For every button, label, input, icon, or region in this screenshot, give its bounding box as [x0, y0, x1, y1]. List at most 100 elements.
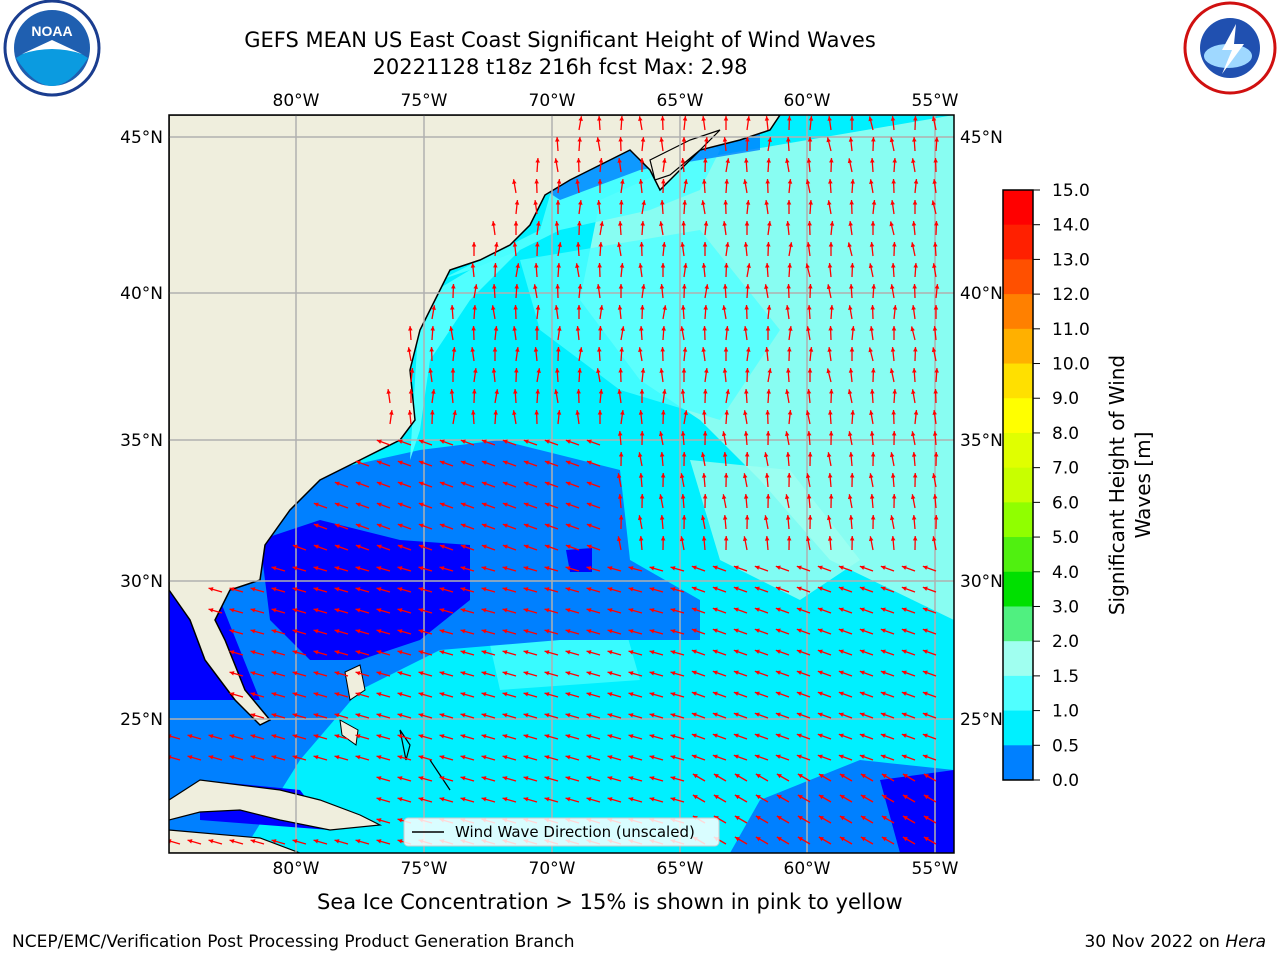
colorbar-tick-label: 9.0 [1052, 389, 1079, 409]
wind-arrow-head [641, 200, 646, 205]
wind-arrow-head [691, 628, 697, 633]
wind-arrow [169, 840, 181, 845]
wind-arrow-head [807, 452, 813, 457]
wind-arrow-head [660, 473, 666, 478]
wind-arrow-head [660, 536, 666, 541]
colorbar-segment [1003, 294, 1033, 330]
wind-arrow-head [494, 389, 499, 394]
lon-label-top: 55°W [912, 91, 959, 111]
wind-arrow-head [767, 221, 772, 226]
wind-arrow-head [891, 326, 897, 331]
wind-arrow-head [554, 158, 559, 163]
wind-arrow-head [292, 566, 298, 571]
wind-arrow-head [514, 284, 519, 289]
wind-arrow-head [481, 502, 487, 507]
wind-arrow-head [859, 607, 865, 612]
wind-arrow-head [911, 158, 916, 163]
wind-arrow-head [628, 566, 634, 571]
wind-arrow-head [829, 158, 834, 163]
wind-arrow-head [724, 179, 729, 184]
wind-arrow-head [271, 734, 277, 739]
wind-arrow-head [901, 754, 907, 759]
wind-arrow-head [628, 608, 634, 613]
wind-arrow-head [397, 523, 403, 528]
wind-arrow-head [439, 671, 445, 676]
wind-arrow-head [788, 242, 793, 247]
wind-arrow-head [577, 284, 583, 289]
wind-arrow-head [502, 566, 508, 571]
wind-arrow-head [767, 368, 772, 373]
wind-arrow-head [649, 587, 655, 592]
map-title-line1: GEFS MEAN US East Coast Significant Heig… [244, 28, 876, 52]
wind-arrow-head [628, 650, 634, 655]
wind-arrow-head [744, 305, 749, 310]
wind-arrow-head [418, 523, 424, 528]
wind-arrow-head [680, 158, 686, 163]
wind-arrow-head [439, 608, 445, 613]
wind-arrow-head [733, 670, 739, 675]
wind-arrow-head [755, 774, 761, 779]
nws-logo [1183, 1, 1277, 95]
wind-arrow-head [578, 116, 583, 121]
wind-arrow-head [555, 284, 560, 289]
wind-arrow-head [313, 608, 319, 613]
wind-arrow-head [838, 607, 844, 612]
wind-arrow-head [491, 221, 496, 226]
wind-arrow-head [576, 305, 582, 310]
wind-arrow-head [472, 389, 477, 394]
wind-arrow-head [869, 410, 874, 415]
wind-arrow-head [775, 565, 781, 570]
wind-arrow-head [934, 221, 939, 226]
wind-arrow-head [523, 671, 529, 676]
wind-arrow-head [934, 284, 940, 289]
wind-arrow-head [797, 837, 803, 842]
wind-arrow-head [725, 242, 730, 247]
wind-arrow-head [460, 544, 466, 549]
wind-arrow-head [292, 692, 298, 697]
wind-arrow-head [313, 502, 319, 507]
wind-arrow-head [450, 368, 456, 373]
wind-arrow-head [334, 692, 340, 697]
wind-arrow-head [701, 200, 706, 205]
wind-arrow-head [784, 494, 790, 500]
wind-arrow-head [313, 566, 319, 571]
wind-arrow-head [902, 774, 908, 779]
colorbar-tick-label: 1.5 [1052, 667, 1079, 687]
wind-arrow-head [912, 536, 918, 541]
wind-arrow-head [576, 389, 581, 394]
wind-arrow-head [868, 473, 874, 479]
wind-arrow-head [826, 368, 831, 374]
wind-arrow-head [826, 284, 832, 290]
wind-arrow-head [292, 650, 298, 655]
wind-arrow-head [827, 473, 833, 478]
wind-arrow-head [334, 671, 340, 676]
wind-arrow-head [923, 816, 929, 821]
wind-arrow-head [902, 837, 908, 842]
wind-arrow-head [639, 389, 645, 394]
wind-arrow-head [860, 816, 866, 821]
wind-arrow-head [481, 608, 487, 613]
wind-arrow-head [439, 481, 445, 486]
wind-arrow-head [397, 818, 403, 823]
wind-arrow-head [890, 473, 896, 478]
wind-arrow-head [544, 608, 550, 613]
wind-arrow-head [502, 734, 508, 739]
wind-arrow-head [557, 242, 562, 247]
wind-arrow-head [881, 816, 887, 821]
wind-arrow-head [481, 797, 487, 802]
wind-arrow-head [617, 431, 623, 436]
wind-arrow-head [796, 565, 802, 570]
colorbar-segment [1003, 467, 1033, 503]
wind-arrow-head [523, 797, 529, 802]
wind-arrow-head [229, 629, 235, 634]
wind-arrow-head [473, 368, 478, 373]
wind-arrow-head [889, 515, 895, 521]
wind-arrow-head [313, 650, 319, 655]
colorbar-segment [1003, 641, 1033, 677]
wind-arrow-head [628, 692, 634, 697]
wind-arrow-head [775, 607, 781, 612]
wind-arrow-head [658, 494, 664, 500]
wind-arrow-head [765, 431, 771, 436]
wind-arrow-head [765, 263, 770, 268]
wind-arrow-head [806, 326, 811, 331]
